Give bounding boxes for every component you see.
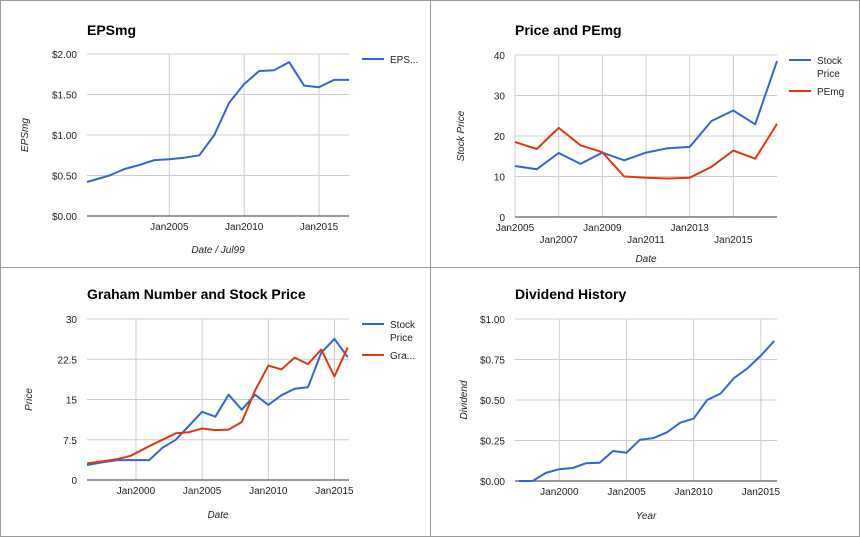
dividend-chart-title: Dividend History xyxy=(515,286,626,302)
y-tick-label: $0.00 xyxy=(52,212,77,223)
y-tick-label: 7.5 xyxy=(63,436,77,447)
y-tick-label: 40 xyxy=(494,51,506,62)
y-tick-label: $0.25 xyxy=(480,437,505,448)
eps-chart-svg: EPSmg $0.00 $0.50 $1.00 $1.50 $2.00 Jan2005 Jan… xyxy=(20,22,418,256)
series-line-1 xyxy=(86,337,349,466)
eps-chart-title: EPSmg xyxy=(87,22,136,38)
y-tick-label: $1.00 xyxy=(480,315,505,326)
y-tick-label: 0 xyxy=(71,476,77,487)
y-tick-label: $2.00 xyxy=(52,50,77,61)
y-tick-label: 22.5 xyxy=(58,355,78,366)
series-line-1 xyxy=(519,340,776,482)
series-line-1 xyxy=(86,61,349,183)
x-tick-label: Jan2000 xyxy=(540,487,579,498)
x-tick-label: Jan2011 xyxy=(627,235,665,246)
x-tick-label: Jan2005 xyxy=(607,487,646,498)
y-tick-label: $0.50 xyxy=(480,396,505,407)
price-pe-chart-svg: Price and PEmg 0 10 20 30 40 Jan2005 Jan2007 Jan… xyxy=(456,22,844,265)
legend-label: Stock Price xyxy=(817,56,843,80)
graham-chart-svg: Graham Number and Stock Price 0 7.5 15 22.5 3… xyxy=(24,286,416,521)
dividend-chart-svg: Dividend History $0.00 $0.25 $0.50 $0.75 $1.0… xyxy=(459,286,781,522)
y-tick-label: 30 xyxy=(494,92,506,103)
x-tick-label: Jan2010 xyxy=(675,487,714,498)
x-tick-label: Jan2010 xyxy=(249,486,288,497)
series-line-2 xyxy=(86,346,349,465)
x-tick-label: Jan2009 xyxy=(583,223,622,234)
x-tick-label: Jan2010 xyxy=(225,222,264,233)
y-axis-title: Stock Price xyxy=(456,110,467,161)
x-tick-label: Jan2005 xyxy=(150,222,189,233)
x-tick-label: Jan2000 xyxy=(117,486,156,497)
y-tick-label: 0 xyxy=(499,213,505,224)
y-tick-label: $0.50 xyxy=(52,172,77,183)
legend-label: Stock Price xyxy=(390,320,416,344)
price-pe-chart-title: Price and PEmg xyxy=(515,22,622,38)
y-axis-title: Price xyxy=(24,388,35,411)
y-tick-label: $0.75 xyxy=(480,356,505,367)
x-tick-label: Jan2005 xyxy=(183,486,222,497)
y-tick-label: 15 xyxy=(66,396,78,407)
y-axis-title: Dividend xyxy=(459,380,470,419)
y-tick-label: $0.00 xyxy=(480,477,505,488)
graham-panel: Graham Number and Stock Price 0 7.5 15 22.5 3… xyxy=(0,267,431,537)
x-axis-title: Year xyxy=(636,511,657,522)
x-tick-label: Jan2015 xyxy=(300,222,339,233)
x-tick-label: Jan2013 xyxy=(670,223,709,234)
y-tick-label: $1.50 xyxy=(52,91,77,102)
y-axis-title: EPSmg xyxy=(20,118,31,152)
y-tick-label: 30 xyxy=(66,315,78,326)
y-tick-label: 10 xyxy=(494,173,506,184)
eps-panel: EPSmg $0.00 $0.50 $1.00 $1.50 $2.00 Jan2005 Jan… xyxy=(0,0,431,268)
x-axis-title: Date xyxy=(207,510,229,521)
graham-chart-title: Graham Number and Stock Price xyxy=(87,286,306,302)
series-line-1 xyxy=(514,60,778,171)
legend-label: PEmg xyxy=(817,87,844,98)
x-tick-label: Jan2015 xyxy=(742,487,781,498)
y-tick-label: $1.00 xyxy=(52,131,77,142)
legend-label: EPS... xyxy=(390,55,418,66)
y-tick-label: 20 xyxy=(494,132,506,143)
x-axis-title: Date / Jul99 xyxy=(191,245,245,256)
x-tick-label: Jan2015 xyxy=(315,486,354,497)
x-tick-label: Jan2005 xyxy=(496,223,535,234)
x-tick-label: Jan2015 xyxy=(714,235,753,246)
x-axis-title: Date xyxy=(635,254,657,265)
x-tick-label: Jan2007 xyxy=(539,235,578,246)
legend-label: Gra... xyxy=(390,351,415,362)
series-line-2 xyxy=(514,123,778,180)
price-pe-panel: Price and PEmg 0 10 20 30 40 Jan2005 Jan2007 Jan… xyxy=(430,0,860,268)
dividend-panel: Dividend History $0.00 $0.25 $0.50 $0.75 $1.0… xyxy=(430,267,860,537)
